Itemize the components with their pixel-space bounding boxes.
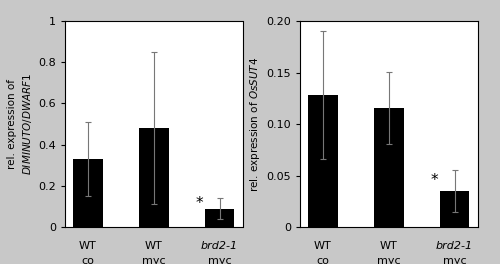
Text: myc: myc	[208, 256, 232, 264]
Bar	[139, 128, 168, 227]
Text: WT: WT	[314, 242, 332, 251]
Bar	[374, 108, 404, 227]
Text: WT: WT	[380, 242, 398, 251]
Bar	[73, 159, 102, 227]
Text: WT: WT	[79, 242, 97, 251]
Y-axis label: rel. expression of
$\mathit{DIMINUTO/DWARF1}$: rel. expression of $\mathit{DIMINUTO/DWA…	[7, 73, 34, 175]
Text: myc: myc	[377, 256, 400, 264]
Text: WT: WT	[145, 242, 162, 251]
Text: co: co	[316, 256, 330, 264]
Text: brd2-1: brd2-1	[201, 242, 238, 251]
Text: myc: myc	[443, 256, 466, 264]
Y-axis label: rel. expression of $\mathit{OsSUT4}$: rel. expression of $\mathit{OsSUT4}$	[248, 56, 262, 192]
Text: *: *	[431, 173, 438, 188]
Text: *: *	[196, 196, 203, 211]
Text: co: co	[82, 256, 94, 264]
Text: brd2-1: brd2-1	[436, 242, 473, 251]
Bar	[205, 209, 234, 227]
Bar	[308, 95, 338, 227]
Text: myc: myc	[142, 256, 166, 264]
Bar	[440, 191, 470, 227]
